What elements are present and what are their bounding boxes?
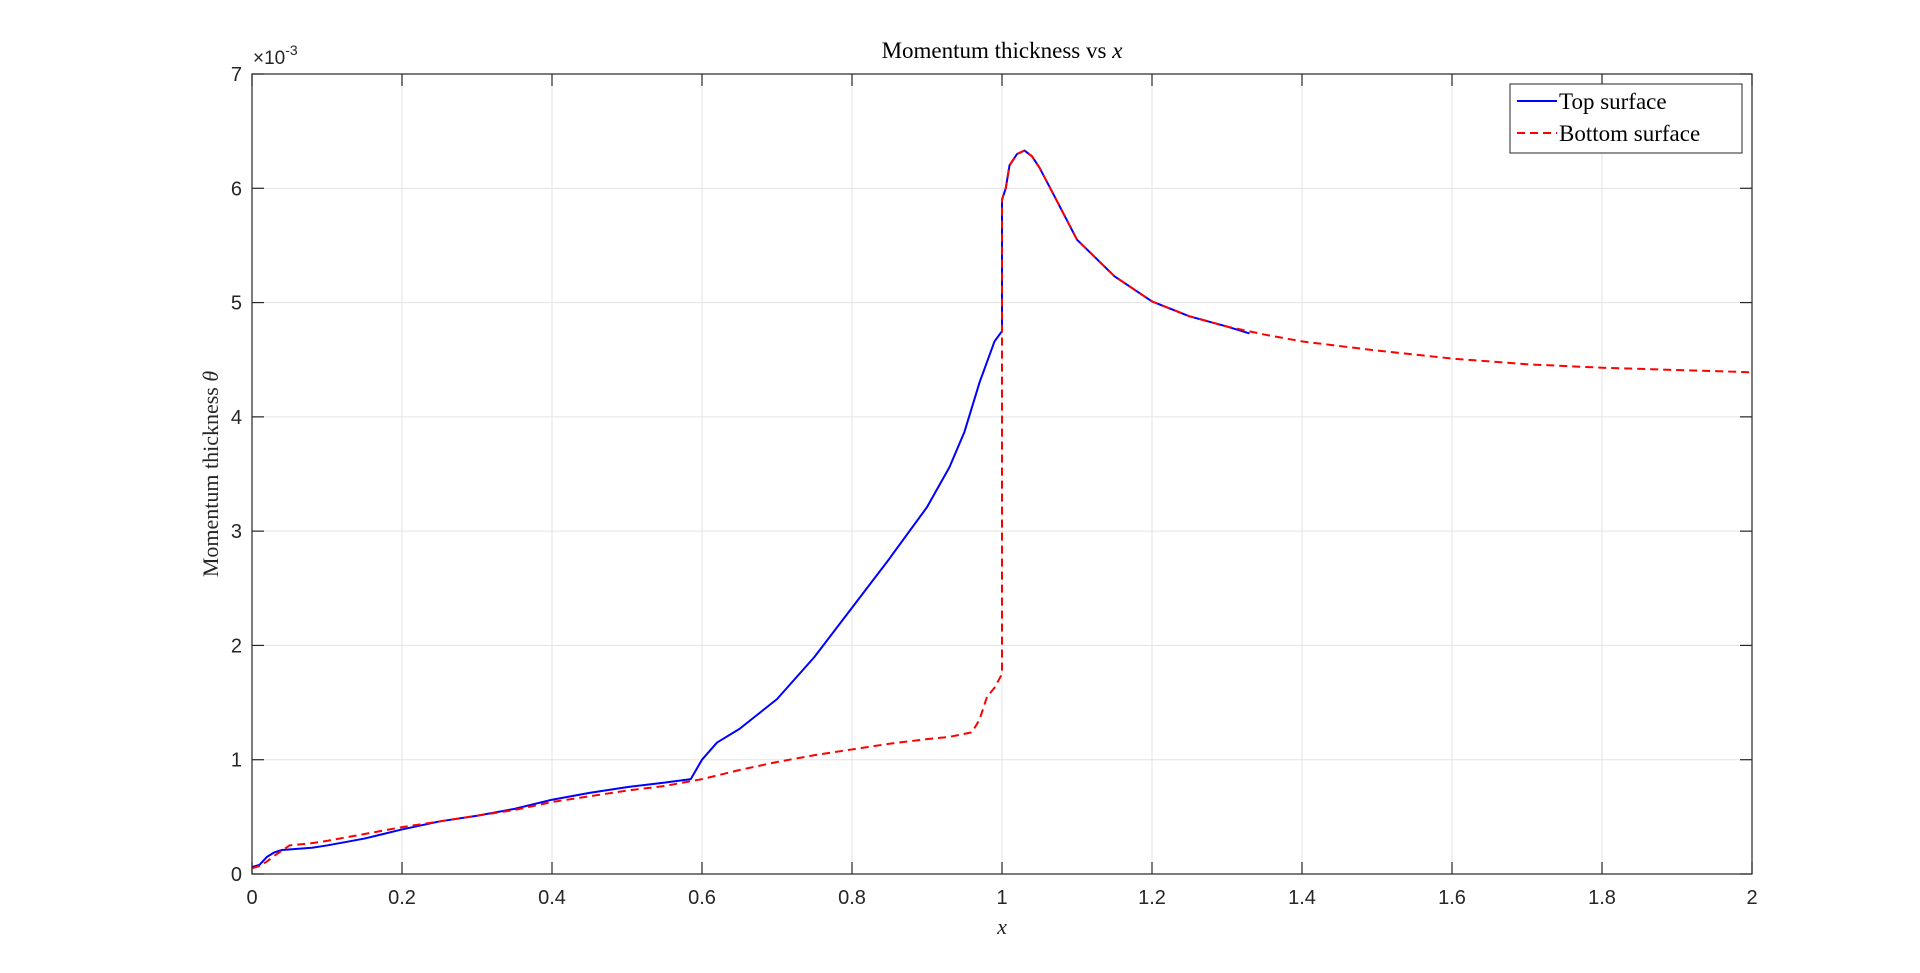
legend-label-top-surface: Top surface	[1559, 89, 1667, 114]
y-tick-label: 5	[231, 293, 242, 315]
series-layer	[251, 149, 1753, 870]
y-tick-label: 7	[231, 64, 242, 86]
legend-label-bottom-surface: Bottom surface	[1559, 121, 1700, 146]
tick-layer	[251, 73, 1753, 875]
x-tick-label: 0	[246, 887, 257, 909]
y-tick-label: 1	[231, 750, 242, 772]
y-tick-label: 4	[231, 407, 242, 429]
x-tick-label: 1.2	[1138, 887, 1166, 909]
x-axis-label: x	[996, 914, 1007, 939]
series-line-bottom-surface	[251, 149, 1753, 870]
x-tick-labels: 0 0.2 0.4 0.6 0.8 1 1.2 1.4 1.6 1.8 2	[246, 887, 1757, 909]
legend-box	[1509, 83, 1743, 154]
y-axis-label: Momentum thickness θ	[198, 371, 223, 578]
x-tick-label: 0.4	[538, 887, 566, 909]
x-tick-label: 1.8	[1588, 887, 1616, 909]
y-tick-label: 3	[231, 521, 242, 543]
y-tick-label: 2	[231, 635, 242, 657]
x-tick-label: 0.8	[838, 887, 866, 909]
y-tick-labels: 0 1 2 3 4 5 6 7	[231, 64, 242, 886]
x-tick-label: 0.2	[388, 887, 416, 909]
legend: Top surface Bottom surface	[1509, 83, 1743, 154]
x-tick-label: 0.6	[688, 887, 716, 909]
y-tick-label: 6	[231, 178, 242, 200]
y-exponent: ×10-3	[253, 42, 298, 69]
x-tick-label: 1	[996, 887, 1007, 909]
y-tick-label: 0	[231, 864, 242, 886]
x-tick-label: 1.4	[1288, 887, 1316, 909]
x-tick-label: 2	[1746, 887, 1757, 909]
chart-title: Momentum thickness vs x	[882, 38, 1124, 63]
x-tick-label: 1.6	[1438, 887, 1466, 909]
